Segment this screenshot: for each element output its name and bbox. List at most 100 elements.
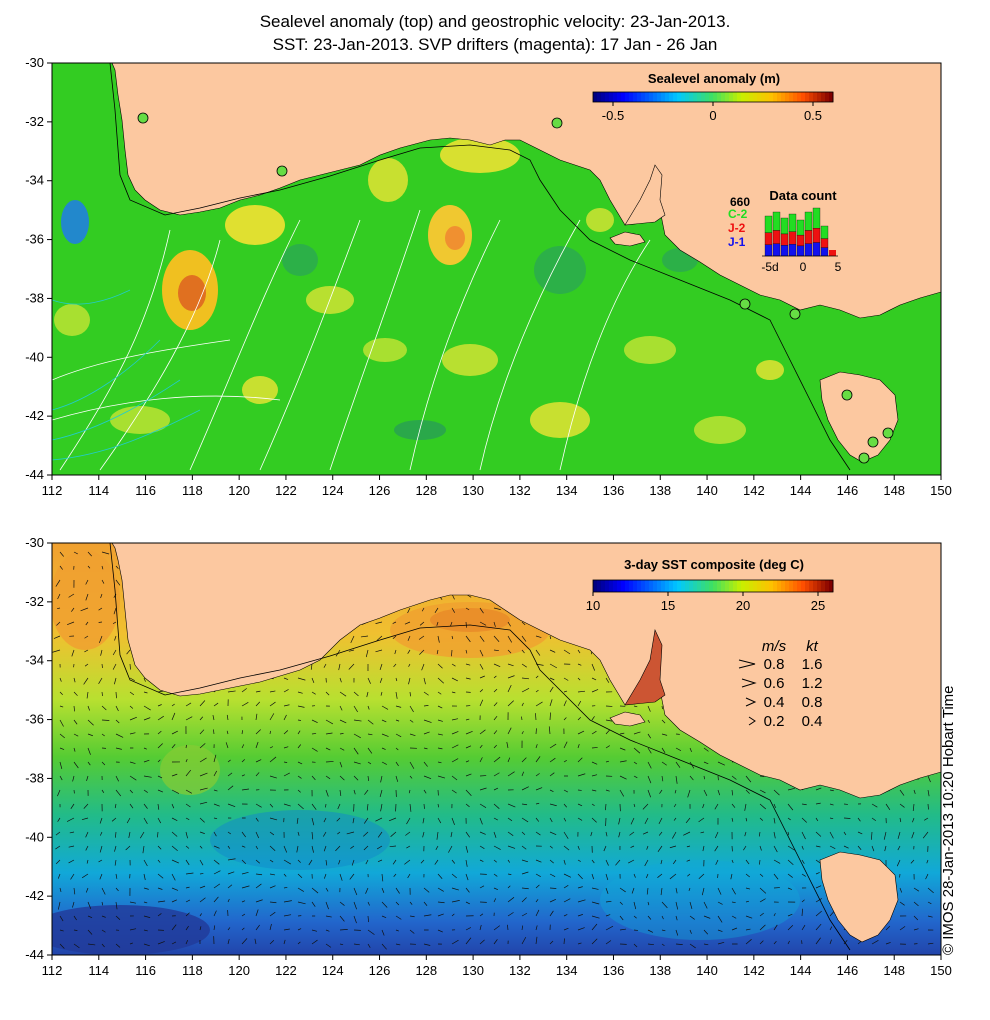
colorbar-tick-label: 20 <box>736 598 750 613</box>
velocity-legend-ms: 0.8 <box>764 656 785 673</box>
top-frame <box>51 62 942 476</box>
top-panel: Sealevel anomaly (m) -0.5 0 0.5 Data count… <box>51 62 942 476</box>
lon-tick-label: 142 <box>743 963 765 978</box>
colorbar-tick-label: 15 <box>661 598 675 613</box>
lon-tick-label: 142 <box>743 483 765 498</box>
lon-tick-label: 138 <box>649 963 671 978</box>
velocity-legend-kt: 1.6 <box>802 656 823 673</box>
data-count-inset: Data count 660 C-2 J-2 J-1 -5d 0 5 <box>728 188 842 274</box>
colorbar-tick-label: 10 <box>586 598 600 613</box>
lat-tick-label: -44 <box>25 467 44 482</box>
lon-tick-label: 118 <box>182 483 203 498</box>
lon-tick-label: 136 <box>603 483 625 498</box>
lon-tick-label: 122 <box>275 483 297 498</box>
bottom-frame <box>51 542 942 956</box>
title-line-2: SST: 23-Jan-2013. SVP drifters (magenta)… <box>272 35 718 54</box>
lat-tick-label: -42 <box>25 408 44 423</box>
lon-tick-label: 130 <box>462 963 484 978</box>
lon-tick-label: 114 <box>88 963 109 978</box>
lon-tick-label: 116 <box>135 483 156 498</box>
sst-isobath <box>109 543 851 951</box>
colorbar-tick-label: 25 <box>811 598 825 613</box>
lon-tick-label: 140 <box>696 483 718 498</box>
data-count-x-label-1: 0 <box>800 260 807 274</box>
colorbar-tick-label: 0.5 <box>804 108 822 123</box>
lat-tick-label: -30 <box>25 55 44 70</box>
lon-tick-label: 124 <box>322 483 344 498</box>
lat-tick-label: -40 <box>25 349 44 364</box>
lon-tick-label: 112 <box>42 963 63 978</box>
sla-isobath <box>109 63 851 471</box>
lon-tick-label: 146 <box>837 963 859 978</box>
lon-tick-label: 132 <box>509 483 531 498</box>
velocity-legend-ms: 0.4 <box>764 694 785 711</box>
lon-tick-label: 134 <box>556 963 578 978</box>
lon-tick-label: 144 <box>790 483 812 498</box>
data-count-mission-c2: C-2 <box>728 207 748 221</box>
lon-tick-label: 126 <box>369 963 391 978</box>
top-lat-axis: -30 -32 -34 -36 -38 -40 -42 -44 <box>25 55 52 482</box>
velocity-legend-kt: 0.8 <box>802 694 823 711</box>
lon-tick-label: 140 <box>696 963 718 978</box>
title-line-1: Sealevel anomaly (top) and geostrophic v… <box>259 12 731 31</box>
lon-tick-label: 116 <box>135 963 156 978</box>
lon-tick-label: 148 <box>883 483 905 498</box>
bottom-lat-axis: -30 -32 -34 -36 -38 -40 -42 -44 <box>25 535 52 962</box>
lon-tick-label: 132 <box>509 963 531 978</box>
velocity-legend-ms: 0.6 <box>764 675 785 692</box>
data-count-mission-j1: J-1 <box>728 235 746 249</box>
lon-tick-label: 148 <box>883 963 905 978</box>
velocity-legend-kt: 0.4 <box>802 713 823 730</box>
lon-tick-label: 124 <box>322 963 344 978</box>
colorbar-tick-label: 0 <box>709 108 716 123</box>
sla-land <box>52 63 941 463</box>
velocity-legend-header-kt: kt <box>806 638 819 655</box>
lon-tick-label: 112 <box>42 483 63 498</box>
lat-tick-label: -30 <box>25 535 44 550</box>
lat-tick-label: -34 <box>25 173 44 188</box>
lon-tick-label: 144 <box>790 963 812 978</box>
lat-tick-label: -36 <box>25 712 44 727</box>
sla-station-markers <box>137 112 894 464</box>
lon-tick-label: 146 <box>837 483 859 498</box>
lat-tick-label: -42 <box>25 888 44 903</box>
velocity-legend-header-ms: m/s <box>762 638 787 655</box>
data-count-mission-j2: J-2 <box>728 221 746 235</box>
lon-tick-label: 120 <box>228 963 250 978</box>
lon-tick-label: 114 <box>88 483 109 498</box>
lon-tick-label: 118 <box>182 963 203 978</box>
lon-tick-label: 136 <box>603 963 625 978</box>
bottom-panel: 3-day SST composite (deg C) 10 15 20 25 m/s… <box>51 542 942 956</box>
lon-tick-label: 126 <box>369 483 391 498</box>
sst-land <box>52 543 941 943</box>
sla-colorbar-title: Sealevel anomaly (m) <box>648 71 780 86</box>
lat-tick-label: -44 <box>25 947 44 962</box>
lon-tick-label: 138 <box>649 483 671 498</box>
sst-colorbar: 10 15 20 25 <box>586 579 834 613</box>
colorbar-tick-label: -0.5 <box>602 108 624 123</box>
lat-tick-label: -40 <box>25 829 44 844</box>
bottom-lon-axis: 112 114 116 118 120 122 124 126 128 130 132 134 136 1… <box>42 955 952 978</box>
lon-tick-label: 150 <box>930 963 952 978</box>
lon-tick-label: 128 <box>415 963 437 978</box>
velocity-legend-ms: 0.2 <box>764 713 785 730</box>
sla-colorbar: -0.5 0 0.5 <box>592 91 834 123</box>
top-lon-axis: 112 114 116 118 120 122 124 126 128 130 132 134 136 1… <box>42 475 952 498</box>
imos-credit: © IMOS 28-Jan-2013 10:20 Hobart Time <box>940 685 957 955</box>
lon-tick-label: 120 <box>228 483 250 498</box>
lat-tick-label: -36 <box>25 232 44 247</box>
velocity-legend: m/s kt 0.8 1.6 0.6 1.2 0.4 0.8 0.2 0.4 <box>738 638 823 730</box>
sst-colorbar-title: 3-day SST composite (deg C) <box>624 557 804 572</box>
lat-tick-label: -38 <box>25 770 44 785</box>
lon-tick-label: 128 <box>415 483 437 498</box>
velocity-legend-kt: 1.2 <box>802 675 823 692</box>
data-count-title: Data count <box>769 188 837 203</box>
lat-tick-label: -32 <box>25 114 44 129</box>
lon-tick-label: 130 <box>462 483 484 498</box>
data-count-x-label-2: 5 <box>835 260 842 274</box>
lat-tick-label: -38 <box>25 290 44 305</box>
lon-tick-label: 122 <box>275 963 297 978</box>
lon-tick-label: 134 <box>556 483 578 498</box>
lat-tick-label: -32 <box>25 594 44 609</box>
